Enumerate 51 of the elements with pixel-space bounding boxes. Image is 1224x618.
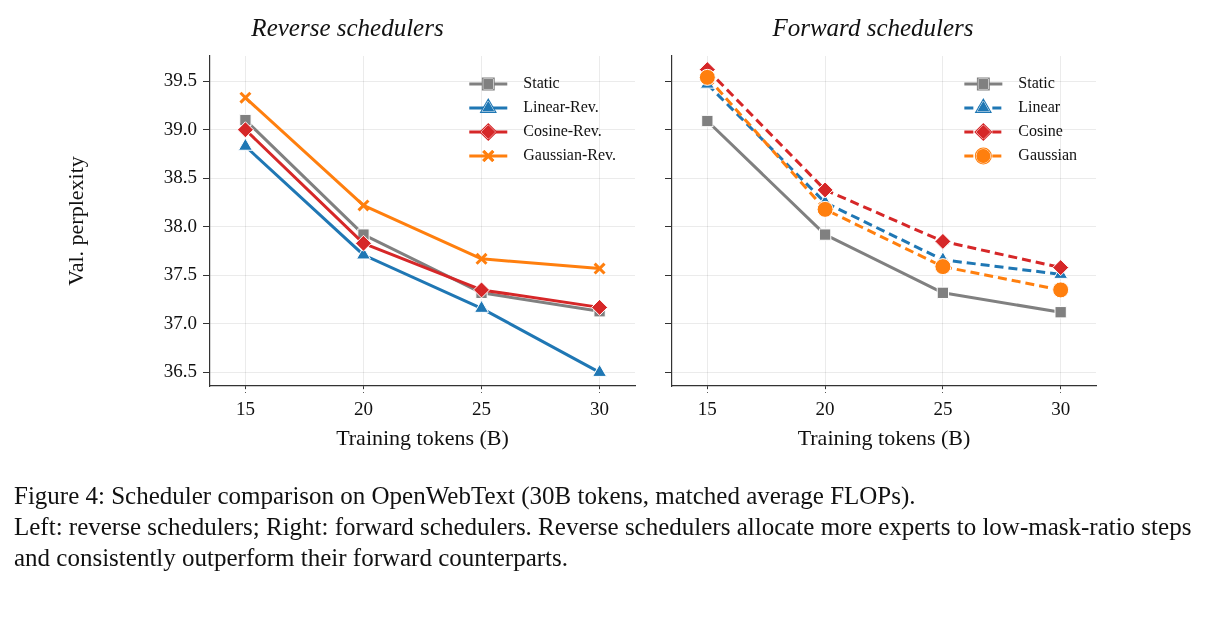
point — [1054, 306, 1067, 319]
x-tick-label: 15 — [235, 398, 255, 420]
x-tick-label: 25 — [472, 398, 492, 420]
legend-label: Cosine — [1018, 122, 1063, 140]
x-axis-title: Training tokens (B) — [336, 424, 509, 450]
text: Left: reverse schedulers; Right: forward schedulers. Reverse schedulers allocate more experts to low-mask-ratio steps and consistently outperform their forward counterparts. — [14, 512, 1193, 573]
point — [698, 68, 716, 86]
x-axis-title: Training tokens (B) — [797, 424, 971, 450]
point — [238, 91, 252, 105]
legend-label: Static — [523, 74, 560, 92]
x-tick-label: 25 — [933, 398, 953, 420]
y-tick-label: 38.0 — [163, 214, 197, 236]
caption: Figure 4: Scheduler comparison on OpenWebText (30B tokens, matched average FLOPs). — [14, 481, 917, 511]
point — [934, 232, 952, 250]
y-tick-label: 39.5 — [163, 69, 197, 91]
point — [474, 299, 489, 313]
point — [593, 262, 607, 276]
chart-title: Forward schedulers — [771, 13, 974, 41]
point — [354, 234, 372, 252]
legend-label: Gaussian — [1018, 146, 1077, 164]
point — [816, 181, 834, 199]
y-axis-title: Val. perplexity — [62, 156, 88, 286]
point — [591, 298, 609, 316]
legend-label: Linear — [1018, 98, 1061, 116]
legend-label: Linear-Rev. — [523, 98, 599, 116]
point — [475, 252, 488, 266]
point — [357, 199, 370, 212]
x-tick-label: 30 — [590, 398, 610, 420]
point — [473, 281, 491, 299]
point — [236, 121, 254, 139]
legend-label: Static — [1018, 74, 1055, 92]
legend-label: Cosine-Rev. — [523, 122, 602, 140]
point — [701, 114, 714, 128]
point — [1052, 259, 1070, 277]
point — [592, 363, 608, 377]
point — [818, 228, 832, 241]
y-tick-label: 36.5 — [163, 360, 197, 382]
x-tick-label: 30 — [1051, 398, 1071, 420]
point — [936, 286, 950, 299]
y-tick-label: 38.5 — [163, 166, 197, 188]
point — [816, 200, 834, 218]
point — [1052, 281, 1070, 299]
y-tick-label: 37.0 — [163, 311, 197, 333]
chart-title: Reverse schedulers — [250, 13, 444, 41]
y-tick-label: 39.0 — [163, 117, 197, 139]
x-tick-label: 20 — [815, 398, 835, 420]
point — [934, 258, 952, 276]
legend-label: Gaussian-Rev. — [523, 146, 616, 164]
x-tick-label: 20 — [353, 398, 373, 420]
y-tick-label: 37.5 — [163, 263, 197, 285]
x-tick-label: 15 — [697, 398, 717, 420]
